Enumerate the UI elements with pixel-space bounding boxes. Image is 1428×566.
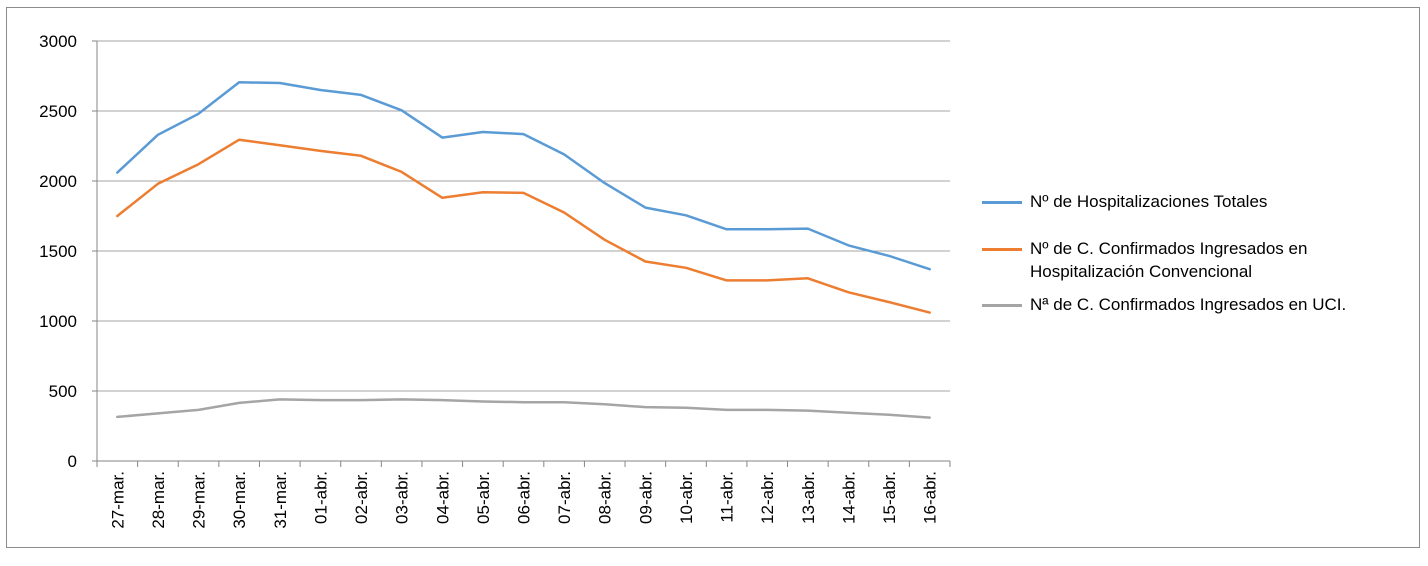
y-tick-label: 1500 (39, 242, 77, 261)
x-tick-label: 09-abr. (636, 471, 655, 524)
legend-swatch-orange (982, 248, 1022, 251)
x-tick-label: 29-mar. (190, 471, 209, 529)
x-tick-label: 14-abr. (839, 471, 858, 524)
chart-frame (6, 7, 1420, 548)
legend-item-hospitalizaciones-totales: Nº de Hospitalizaciones Totales (982, 190, 1402, 213)
y-tick-labels: 0 500 1000 1500 2000 2500 3000 (39, 32, 77, 471)
x-tick-label: 11-abr. (718, 471, 737, 523)
legend-label: Nª de C. Confirmados Ingresados en UCI. (1030, 295, 1347, 314)
x-tick-label: 15-abr. (880, 471, 899, 524)
x-tick-label: 13-abr. (799, 471, 818, 524)
legend: Nº de Hospitalizaciones Totales Nº de C.… (982, 190, 1402, 316)
gridlines (97, 40, 950, 392)
y-tick-label: 3000 (39, 32, 77, 51)
x-tick-label: 01-abr. (311, 471, 330, 524)
x-tick-labels: 27-mar. 28-mar. 29-mar. 30-mar. 31-mar. 01-ab… (108, 471, 939, 529)
legend-swatch-gray (982, 304, 1022, 307)
x-tick-label: 10-abr. (677, 471, 696, 524)
y-tick-label: 2000 (39, 172, 77, 191)
axes (92, 40, 951, 467)
legend-swatch-blue (982, 201, 1022, 204)
x-tick-label: 02-abr. (352, 471, 371, 524)
y-tick-label: 2500 (39, 102, 77, 121)
x-tick-label: 31-mar. (271, 471, 290, 529)
x-tick-label: 08-abr. (596, 471, 615, 524)
y-tick-label: 500 (49, 382, 77, 401)
legend-label: Nº de C. Confirmados Ingresados en Hospi… (1030, 239, 1308, 281)
x-tick-label: 07-abr. (555, 471, 574, 524)
y-tick-label: 1000 (39, 312, 77, 331)
x-tick-label: 05-abr. (474, 471, 493, 524)
x-tick-label: 12-abr. (758, 471, 777, 524)
series-line-2 (116, 398, 931, 419)
series-lines (116, 81, 931, 419)
legend-item-uci: Nª de C. Confirmados Ingresados en UCI. (982, 293, 1402, 316)
x-tick-label: 03-abr. (393, 471, 412, 524)
x-tick-label: 28-mar. (149, 471, 168, 529)
series-line-1 (116, 138, 931, 314)
y-tick-label: 0 (68, 452, 77, 471)
legend-label: Nº de Hospitalizaciones Totales (1030, 192, 1268, 211)
x-tick-label: 30-mar. (230, 471, 249, 529)
legend-item-hospitalizacion-convencional: Nº de C. Confirmados Ingresados en Hospi… (982, 237, 1402, 283)
series-line-0 (116, 81, 931, 271)
x-tick-label: 27-mar. (108, 471, 127, 529)
x-tick-label: 16-abr. (921, 471, 940, 524)
x-tick-label: 06-abr. (515, 471, 534, 524)
x-tick-label: 04-abr. (433, 471, 452, 524)
